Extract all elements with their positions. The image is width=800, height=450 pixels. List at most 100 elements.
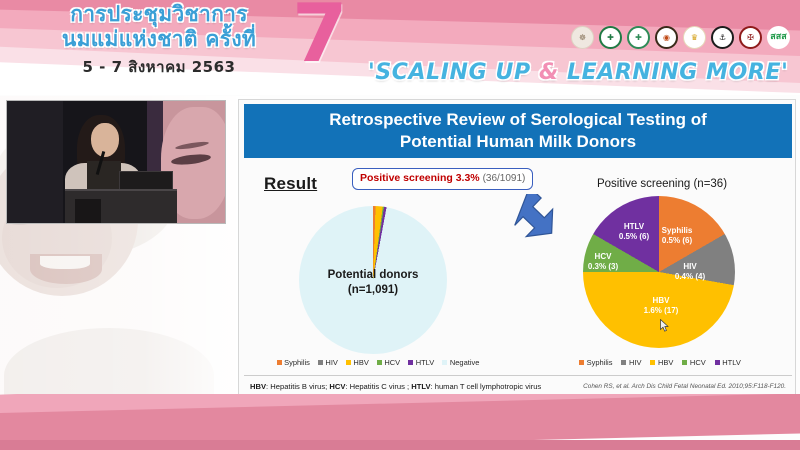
conference-thai-title: การประชุมวิชาการ นมแม่แห่งชาติ ครั้งที่ … (14, 2, 304, 79)
legend-item-htlv-right: HTLV (714, 358, 741, 367)
potential-donors-pie-label: Potential donors (n=1,091) (277, 268, 469, 298)
presentation-slide: Retrospective Review of Serological Test… (238, 99, 796, 404)
footnote-htlv-def: : human T cell lymphotropic virus (430, 382, 542, 391)
footnote-abbreviations: HBV: Hepatitis B virus; HCV: Hepatitis C… (250, 382, 541, 391)
legend-label-hcv: HCV (384, 358, 401, 367)
video-wall-left (7, 101, 63, 223)
positive-screening-pie-chart: Syphilis 0.5% (6) HIV 0.4% (4) HBV 1.6% … (577, 196, 745, 352)
slice-label-hiv-value: 0.4% (4) (674, 272, 706, 281)
blue-arrow-icon (514, 194, 554, 238)
legend-swatch-syphilis-right (579, 360, 585, 365)
footer-band-base (0, 440, 800, 450)
slice-label-syphilis-value: 0.5% (6) (661, 236, 693, 245)
conference-banner: การประชุมวิชาการ นมแม่แห่งชาติ ครั้งที่ … (0, 0, 800, 95)
slice-label-hbv-name: HBV (652, 296, 670, 305)
footnote-hbv-key: HBV (250, 382, 267, 391)
footnote-hbv-def: : Hepatitis B virus; (266, 382, 330, 391)
legend-item-htlv: HTLV (408, 358, 434, 367)
legend-item-hiv: HIV (317, 358, 338, 367)
legend-item-syphilis-right: Syphilis (579, 358, 612, 367)
legend-label-hbv-right: HBV (657, 358, 674, 367)
callout-percent: Positive screening 3.3% (360, 172, 480, 184)
slide-footnote: HBV: Hepatitis B virus; HCV: Hepatitis C… (244, 375, 792, 397)
legend-item-negative: Negative (442, 358, 479, 367)
slice-label-syphilis: Syphilis 0.5% (6) (647, 226, 707, 246)
slice-label-htlv-name: HTLV (623, 222, 645, 231)
child-teeth (40, 256, 90, 269)
footer-pink-bands (0, 394, 800, 450)
tagline-text-part-2: LEARNING MORE' (558, 60, 789, 85)
legend-item-syphilis: Syphilis (276, 358, 310, 367)
slide-title-line-1: Retrospective Review of Serological Test… (329, 110, 707, 129)
legend-swatch-hiv-right (621, 360, 627, 365)
slice-label-hcv-name: HCV (594, 252, 612, 261)
potential-donors-pie-chart: Potential donors (n=1,091) (277, 206, 469, 356)
sponsor-logo-row: ☸ ✚ ✚ ◉ ♛ ⚓ ✠ สสส (571, 26, 790, 49)
conference-tagline: 'SCALING UP & LEARNING MORE' (368, 60, 788, 86)
slice-label-hbv-value: 1.6% (17) (643, 306, 679, 315)
slice-label-htlv-value: 0.5% (6) (618, 232, 650, 241)
thai-pediatric-logo: ◉ (655, 26, 678, 49)
royal-patronage-logo: ☸ (571, 26, 594, 49)
slice-label-hiv-name: HIV (683, 262, 697, 271)
legend-item-hbv-right: HBV (650, 358, 673, 367)
legend-label-hcv-right: HCV (689, 358, 706, 367)
slice-label-syphilis-name: Syphilis (661, 226, 693, 235)
speaker-video-inset[interactable] (6, 100, 226, 224)
result-heading: Result (264, 174, 318, 193)
slice-label-hiv: HIV 0.4% (4) (663, 262, 717, 282)
potential-donors-label-line-2: (n=1,091) (347, 284, 399, 296)
slice-label-hcv: HCV 0.3% (3) (579, 252, 627, 272)
legend-item-hcv-right: HCV (682, 358, 706, 367)
positive-screening-pie-graphic (583, 196, 735, 348)
mouse-cursor-icon (660, 319, 669, 332)
legend-swatch-hcv-right (682, 360, 688, 365)
legend-swatch-hbv (345, 360, 351, 365)
ministry-public-health-logo: ✚ (599, 26, 622, 49)
legend-label-syphilis: Syphilis (284, 358, 310, 367)
legend-swatch-hiv (317, 360, 323, 365)
thaihealth-sss-logo: สสส (767, 26, 790, 49)
tagline-text-part-1: 'SCALING UP (368, 60, 539, 85)
footnote-hcv-def: : Hepatitis C virus ; (345, 382, 412, 391)
legend-swatch-htlv-right (714, 360, 720, 365)
legend-label-negative: Negative (449, 358, 480, 367)
footnote-citation: Cohen RS, et al. Arch Dis Child Fetal Ne… (583, 383, 786, 390)
callout-fraction: (36/1091) (482, 173, 526, 184)
royal-college-logo: ♛ (683, 26, 706, 49)
positive-screening-callout: Positive screening 3.3% (36/1091) (352, 168, 534, 190)
legend-swatch-syphilis (276, 360, 282, 365)
slide-title-line-2: Potential Human Milk Donors (399, 132, 637, 151)
tagline-ampersand: & (538, 60, 559, 85)
conference-date: 5 - 7 สิงหาคม 2563 (82, 58, 236, 76)
slice-label-hbv: HBV 1.6% (17) (613, 296, 709, 316)
health-department-logo: ✚ (627, 26, 650, 49)
medical-council-logo: ✠ (739, 26, 762, 49)
legend-item-hbv: HBV (345, 358, 369, 367)
legend-label-hiv-right: HIV (628, 358, 642, 367)
nursing-council-logo: ⚓ (711, 26, 734, 49)
legend-item-hcv: HCV (376, 358, 401, 367)
legend-swatch-hbv-right (650, 360, 656, 365)
legend-item-hiv-right: HIV (621, 358, 641, 367)
thai-title-line-1: การประชุมวิชาการ (70, 2, 248, 26)
legend-label-hiv: HIV (325, 358, 338, 367)
legend-swatch-hcv (376, 360, 382, 365)
potential-donors-label-line-1: Potential donors (327, 269, 419, 281)
podium-panel (75, 199, 101, 223)
footnote-htlv-key: HTLV (411, 382, 431, 391)
legend-label-htlv-right: HTLV (722, 358, 741, 367)
legend-label-syphilis-right: Syphilis (586, 358, 613, 367)
footnote-hcv-key: HCV (329, 382, 346, 391)
legend-label-htlv: HTLV (415, 358, 435, 367)
slice-label-hcv-value: 0.3% (3) (587, 262, 619, 271)
conference-edition-number: 7 (292, 0, 348, 80)
slide-title: Retrospective Review of Serological Test… (244, 104, 792, 158)
legend-positive-screening: Syphilis HIV HBV HCV HTLV (551, 358, 769, 367)
legend-potential-donors: Syphilis HIV HBV HCV HTLV Negative (273, 358, 483, 367)
positive-screening-chart-title: Positive screening (n=36) (596, 178, 728, 190)
legend-swatch-negative (442, 360, 448, 365)
legend-label-hbv: HBV (353, 358, 369, 367)
slice-label-htlv: HTLV 0.5% (6) (605, 222, 663, 242)
